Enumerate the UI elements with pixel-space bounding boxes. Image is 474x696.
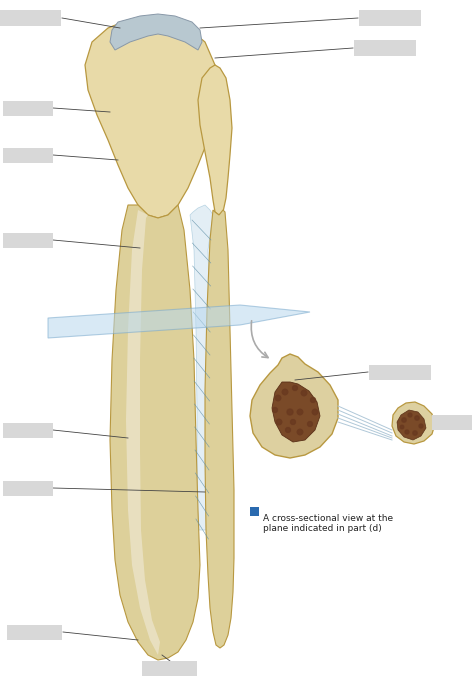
Text: e: e — [251, 515, 256, 521]
FancyBboxPatch shape — [3, 422, 53, 438]
Polygon shape — [198, 65, 232, 215]
Circle shape — [285, 427, 291, 432]
FancyBboxPatch shape — [250, 507, 259, 516]
FancyBboxPatch shape — [432, 415, 472, 429]
FancyBboxPatch shape — [354, 40, 416, 56]
Circle shape — [291, 420, 295, 425]
Circle shape — [405, 430, 409, 434]
Circle shape — [413, 431, 417, 435]
Polygon shape — [250, 354, 338, 458]
Circle shape — [310, 397, 316, 402]
FancyBboxPatch shape — [359, 10, 421, 26]
Polygon shape — [397, 410, 426, 440]
Polygon shape — [110, 14, 202, 50]
Circle shape — [273, 407, 277, 413]
Circle shape — [297, 429, 303, 435]
FancyBboxPatch shape — [3, 480, 53, 496]
Circle shape — [301, 390, 307, 396]
Circle shape — [415, 416, 419, 420]
Circle shape — [275, 395, 281, 401]
Circle shape — [287, 409, 293, 415]
Circle shape — [419, 424, 423, 428]
FancyBboxPatch shape — [8, 624, 63, 640]
FancyBboxPatch shape — [143, 661, 198, 676]
Circle shape — [400, 425, 404, 429]
Circle shape — [282, 389, 288, 395]
FancyBboxPatch shape — [3, 148, 53, 162]
Circle shape — [408, 413, 412, 417]
FancyBboxPatch shape — [369, 365, 431, 379]
Polygon shape — [272, 382, 320, 442]
Circle shape — [276, 419, 282, 425]
Polygon shape — [126, 210, 160, 655]
Polygon shape — [392, 402, 435, 444]
FancyBboxPatch shape — [3, 232, 53, 248]
Polygon shape — [48, 305, 310, 338]
Text: A cross-sectional view at the
plane indicated in part (d): A cross-sectional view at the plane indi… — [263, 514, 393, 533]
FancyBboxPatch shape — [0, 10, 61, 26]
Circle shape — [402, 418, 406, 422]
Circle shape — [312, 409, 318, 415]
FancyBboxPatch shape — [3, 100, 53, 116]
Circle shape — [308, 422, 312, 427]
Polygon shape — [205, 210, 234, 648]
Polygon shape — [85, 18, 218, 218]
Polygon shape — [110, 205, 200, 660]
Circle shape — [292, 386, 298, 390]
Polygon shape — [190, 205, 213, 530]
Circle shape — [297, 409, 303, 415]
